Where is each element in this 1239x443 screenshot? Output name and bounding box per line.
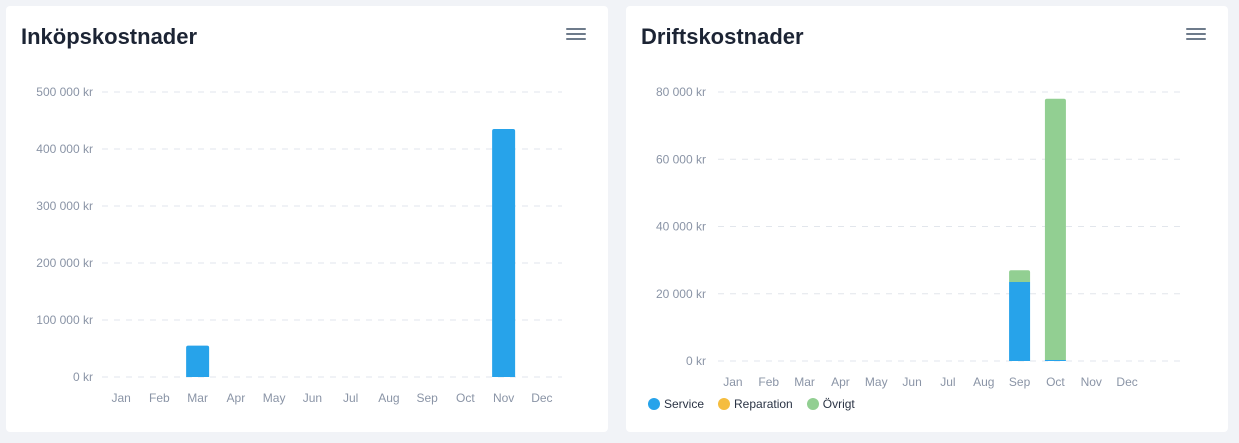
purchase-costs-chart: 0 kr 100 000 kr 200 000 kr 300 000 kr 400 00… — [36, 85, 562, 405]
x-tick-label: Jan — [111, 391, 130, 405]
x-tick-label: Oct — [1046, 375, 1065, 389]
x-tick-label: Apr — [227, 391, 246, 405]
legend-label: Övrigt — [822, 397, 855, 411]
x-tick-label: Apr — [831, 375, 850, 389]
x-tick-label: Mar — [187, 391, 208, 405]
chart-title: Driftskostnader — [641, 24, 804, 49]
x-tick-label: Aug — [378, 391, 399, 405]
operating-costs-chart: 0 kr 20 000 kr 40 000 kr 60 000 kr 80 000 kr… — [656, 85, 1180, 389]
legend-item[interactable]: Övrigt — [806, 397, 855, 411]
chart-legend: Service Reparation Övrigt — [648, 397, 855, 411]
purchase-costs-card: Inköpskostnader 0 kr 100 000 kr 200 000 kr… — [6, 6, 608, 432]
y-tick-label: 100 000 kr — [36, 313, 93, 327]
bar-oct-series-0[interactable] — [1044, 359, 1066, 361]
legend-marker — [718, 398, 731, 410]
bar-sep-series-2[interactable] — [1009, 270, 1031, 282]
y-tick-label: 0 kr — [686, 354, 706, 368]
legend-marker — [648, 398, 660, 410]
operating-costs-card: Driftskostnader 0 kr 20 000 kr 40 000 kr 60… — [626, 6, 1228, 432]
y-tick-label: 500 000 kr — [36, 85, 93, 99]
x-tick-label: Jan — [723, 375, 742, 389]
x-tick-label: Sep — [416, 391, 438, 405]
x-tick-label: Jun — [303, 391, 322, 405]
x-tick-label: Mar — [794, 375, 815, 389]
x-tick-label: Dec — [531, 391, 552, 405]
legend-marker — [806, 398, 819, 410]
y-tick-label: 300 000 kr — [36, 199, 93, 213]
bar-nov-series-0[interactable] — [492, 129, 516, 377]
legend-label: Reparation — [734, 397, 793, 411]
y-tick-label: 200 000 kr — [36, 256, 93, 270]
x-tick-label: Aug — [973, 375, 994, 389]
y-tick-label: 400 000 kr — [36, 142, 93, 156]
legend-item[interactable]: Reparation — [718, 397, 793, 411]
x-tick-label: May — [263, 391, 286, 405]
y-tick-label: 20 000 kr — [656, 287, 706, 301]
x-tick-label: Nov — [1081, 375, 1102, 389]
y-tick-label: 60 000 kr — [656, 152, 706, 166]
x-tick-label: Nov — [493, 391, 514, 405]
x-tick-label: Jun — [902, 375, 921, 389]
x-tick-label: Jul — [940, 375, 955, 389]
hamburger-menu-icon[interactable] — [1186, 26, 1206, 42]
bar-oct-series-2[interactable] — [1044, 98, 1066, 360]
x-tick-label: Feb — [149, 391, 170, 405]
legend-label: Service — [664, 397, 705, 411]
hamburger-menu-icon[interactable] — [566, 26, 586, 42]
y-tick-label: 40 000 kr — [656, 220, 706, 234]
x-tick-label: Oct — [456, 391, 475, 405]
bar-mar-series-0[interactable] — [186, 345, 210, 377]
x-tick-label: Dec — [1116, 375, 1137, 389]
y-tick-label: 80 000 kr — [656, 85, 706, 99]
x-tick-label: Jul — [343, 391, 358, 405]
x-tick-label: May — [865, 375, 888, 389]
x-tick-label: Feb — [758, 375, 779, 389]
y-tick-label: 0 kr — [73, 370, 93, 384]
bar-sep-series-0[interactable] — [1009, 281, 1031, 361]
legend-item[interactable]: Service — [648, 397, 704, 411]
x-tick-label: Sep — [1009, 375, 1031, 389]
chart-title: Inköpskostnader — [21, 24, 198, 49]
